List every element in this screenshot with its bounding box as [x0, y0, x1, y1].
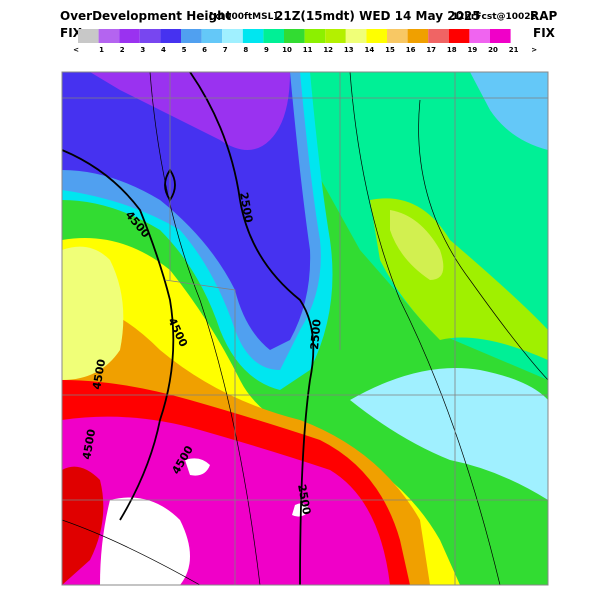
colorbar-right-label: FIX: [533, 26, 556, 40]
colorbar-tick-label: 8: [243, 46, 248, 54]
colorbar-tick-label: >: [531, 46, 537, 54]
colorbar-tick-label: 7: [223, 46, 228, 54]
valid-time: 21Z(15mdt) WED 14 May 2025: [275, 9, 481, 23]
colorbar-tick-label: 3: [140, 46, 145, 54]
title: OverDevelopment Height: [60, 9, 232, 23]
colorbar: [78, 29, 511, 43]
contour-label: 2500: [237, 191, 255, 224]
map-field: 2500 4500 4500 2500 4500 4500 4500 2500: [62, 72, 548, 585]
colorbar-swatch: [78, 29, 99, 43]
colorbar-swatch: [407, 29, 429, 43]
colorbar-swatch: [139, 29, 161, 43]
colorbar-swatch: [284, 29, 305, 43]
map-frame: [61, 71, 549, 586]
forecast: 12hrFcst@1002z: [452, 12, 536, 22]
colorbar-tick-label: 20: [488, 46, 498, 54]
colorbar-swatch: [345, 29, 367, 43]
colorbar-swatch: [304, 29, 326, 43]
colorbar-swatch: [160, 29, 181, 43]
colorbar-swatch: [263, 29, 284, 43]
colorbar-tick-label: 16: [406, 46, 416, 54]
colorbar-tick-label: 12: [323, 46, 333, 54]
colorbar-swatch: [119, 29, 140, 43]
colorbar-tick-label: 14: [365, 46, 375, 54]
colorbar-swatch: [181, 29, 202, 43]
colorbar-swatch: [428, 29, 449, 43]
colorbar-tick-label: 17: [426, 46, 436, 54]
colorbar-tick-label: 13: [344, 46, 354, 54]
contour-label: 4500: [80, 428, 98, 461]
colorbar-swatch: [448, 29, 470, 43]
colorbar-swatch: [201, 29, 223, 43]
colorbar-tick-label: 5: [182, 46, 187, 54]
colorbar-tick-label: 9: [264, 46, 269, 54]
colorbar-tick-label: 2: [120, 46, 125, 54]
colorbar-swatch: [387, 29, 408, 43]
model: RAP: [530, 9, 558, 23]
colorbar-tick-label: 21: [509, 46, 519, 54]
colorbar-tick-label: 4: [161, 46, 166, 54]
colorbar-swatch: [325, 29, 346, 43]
colorbar-tick-label: 19: [468, 46, 478, 54]
units: [x1000ftMSL]: [209, 12, 277, 22]
colorbar-swatch: [222, 29, 243, 43]
colorbar-tick-label: 1: [99, 46, 104, 54]
contour-label: 2500: [295, 483, 313, 516]
contour-label: 4500: [90, 358, 108, 391]
colorbar-swatch: [366, 29, 387, 43]
contour-label: 2500: [308, 318, 324, 350]
colorbar-swatch: [98, 29, 120, 43]
colorbar-swatch: [469, 29, 490, 43]
colorbar-left-label: FIX: [60, 26, 83, 40]
colorbar-tick-label: 15: [385, 46, 395, 54]
colorbar-tick-label: 10: [282, 46, 292, 54]
colorbar-tick-label: 18: [447, 46, 457, 54]
colorbar-tick-label: <: [73, 46, 79, 54]
colorbar-ticks: <1 2 3 4 5 6 7 8 9 10 11 12 13 14 15 16 17 18 19 20 21 >: [73, 46, 537, 54]
colorbar-swatch: [242, 29, 264, 43]
colorbar-swatch: [490, 29, 511, 43]
colorbar-tick-label: 11: [303, 46, 313, 54]
colorbar-tick-label: 6: [202, 46, 207, 54]
